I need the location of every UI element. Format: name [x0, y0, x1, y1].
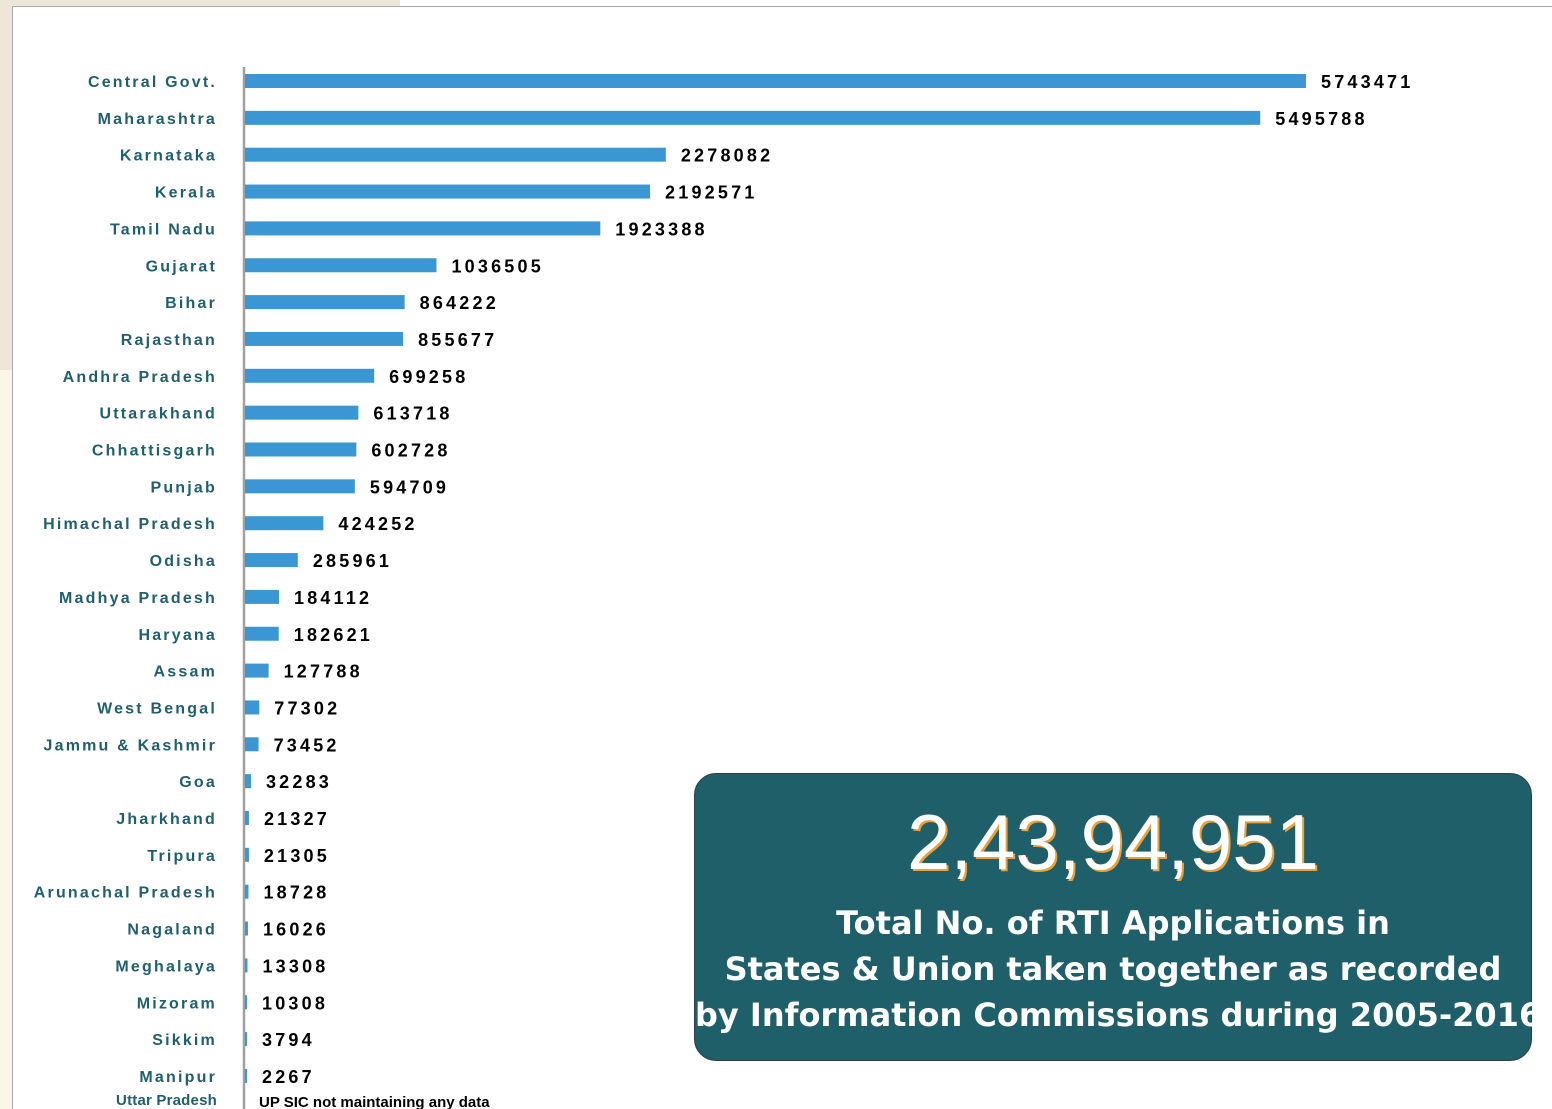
category-label: Nagaland [127, 922, 217, 939]
data-label: 73452 [274, 735, 340, 755]
data-label: 2192571 [665, 183, 757, 203]
bar [245, 295, 405, 310]
bar [245, 553, 298, 568]
data-label: 2267 [262, 1067, 315, 1087]
category-label: Odisha [150, 553, 217, 570]
bar [245, 921, 248, 936]
bar [245, 847, 249, 862]
category-label: Kerala [155, 185, 217, 202]
data-label: 32283 [266, 772, 332, 792]
category-label: Central Govt. [88, 74, 217, 91]
slide-background-left-bottom [0, 370, 12, 1109]
category-label: Uttarakhand [99, 406, 217, 423]
data-label: 594709 [370, 477, 449, 497]
data-label: 182621 [294, 625, 373, 645]
bar [245, 331, 404, 346]
bar [245, 737, 259, 752]
bar [245, 258, 437, 273]
data-label: 602728 [371, 441, 450, 461]
data-label: 424252 [338, 514, 417, 534]
bar [245, 774, 251, 789]
category-label: Meghalaya [115, 958, 217, 975]
bar [245, 405, 359, 420]
category-label: Jammu & Kashmir [44, 737, 218, 754]
bar [245, 479, 355, 494]
bar [245, 368, 375, 383]
data-label: 855677 [418, 330, 497, 350]
data-label: 2278082 [681, 146, 773, 166]
category-label: Chhattisgarh [92, 443, 217, 460]
category-label: Uttar Pradesh [116, 1092, 217, 1109]
data-label: 285961 [313, 551, 392, 571]
category-label: Mizoram [137, 995, 217, 1012]
bar [245, 589, 280, 604]
data-label: 13308 [262, 956, 328, 976]
data-label: 127788 [284, 662, 363, 682]
data-label: 77302 [274, 698, 340, 718]
data-label: 18728 [263, 883, 329, 903]
category-label: Gujarat [146, 258, 217, 275]
bar [245, 884, 249, 899]
bar [245, 700, 260, 715]
total-applications-number: 2,43,94,951 [906, 798, 1320, 886]
data-label: 1923388 [615, 219, 707, 239]
bar [245, 1068, 247, 1083]
bar [245, 516, 324, 531]
total-caption: Total No. of RTI Applications in States … [695, 900, 1542, 1038]
category-label: Karnataka [120, 148, 217, 165]
category-label: West Bengal [97, 700, 217, 717]
data-label: 21305 [264, 846, 330, 866]
bar [245, 74, 1306, 88]
category-label: Madhya Pradesh [59, 590, 217, 607]
data-label: 21327 [264, 809, 330, 829]
category-label: Goa [179, 774, 217, 791]
data-label: 16026 [263, 920, 329, 940]
bar [245, 663, 269, 678]
bar [245, 1032, 247, 1047]
bar [245, 442, 357, 457]
category-label: Bihar [165, 295, 217, 312]
category-label: Punjab [150, 479, 217, 496]
data-label: 613718 [373, 404, 452, 424]
bar [245, 995, 247, 1010]
data-label: 5743471 [1321, 72, 1413, 92]
total-caption-line-3: by Information Commissions during 2005-2… [695, 996, 1542, 1034]
category-label: Arunachal Pradesh [34, 885, 217, 902]
total-caption-line-1: Total No. of RTI Applications in [836, 904, 1390, 942]
category-label: Tripura [147, 848, 217, 865]
category-label: Tamil Nadu [110, 221, 217, 238]
slide-background-top [0, 0, 400, 6]
category-label: Maharashtra [98, 111, 217, 128]
data-label: 10308 [262, 993, 328, 1013]
category-label: Sikkim [152, 1032, 217, 1049]
category-label: Assam [154, 664, 217, 681]
total-summary-box: 2,43,94,951 Total No. of RTI Application… [694, 773, 1542, 1061]
bar [245, 626, 279, 641]
category-label: Jharkhand [116, 811, 217, 828]
bar [245, 110, 1261, 125]
data-label: 864222 [420, 293, 499, 313]
data-label: 184112 [294, 588, 372, 608]
category-label: Rajasthan [121, 332, 217, 349]
data-label: 1036505 [451, 256, 543, 276]
category-label: Manipur [139, 1069, 217, 1086]
bar [245, 958, 248, 973]
slide-background-left-top [0, 0, 12, 370]
data-label: 699258 [389, 367, 468, 387]
bar [245, 184, 651, 199]
data-label: 3794 [262, 1030, 315, 1050]
total-caption-line-2: States & Union taken together as recorde… [724, 950, 1502, 988]
bar [245, 811, 249, 825]
data-label: 5495788 [1275, 109, 1367, 129]
category-label: Haryana [138, 627, 217, 644]
category-label: Andhra Pradesh [63, 369, 217, 386]
bar [245, 221, 601, 236]
category-label: Himachal Pradesh [43, 516, 217, 533]
bar [245, 147, 666, 162]
no-data-note: UP SIC not maintaining any data [259, 1094, 490, 1109]
